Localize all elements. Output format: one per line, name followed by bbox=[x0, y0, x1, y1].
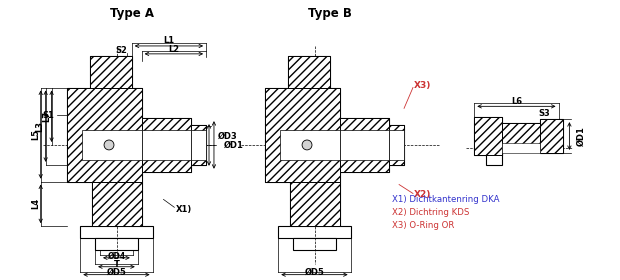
Bar bbox=[265, 88, 340, 182]
Bar bbox=[191, 125, 206, 165]
Text: L6: L6 bbox=[511, 97, 522, 106]
Text: L5: L5 bbox=[31, 129, 40, 140]
Bar bbox=[142, 118, 191, 172]
Text: L2: L2 bbox=[168, 45, 179, 54]
Text: S3: S3 bbox=[539, 109, 551, 118]
Bar bbox=[539, 119, 564, 153]
Bar bbox=[288, 56, 330, 88]
Text: X2): X2) bbox=[414, 190, 432, 199]
Text: L4: L4 bbox=[31, 198, 40, 209]
Circle shape bbox=[104, 140, 114, 150]
Bar bbox=[474, 117, 502, 155]
Bar bbox=[288, 56, 330, 88]
Text: S2: S2 bbox=[115, 46, 127, 55]
Text: T: T bbox=[113, 260, 120, 269]
Text: X2) Dichtring KDS: X2) Dichtring KDS bbox=[392, 208, 469, 217]
Bar bbox=[474, 117, 502, 155]
Text: L7: L7 bbox=[42, 111, 51, 122]
Bar bbox=[389, 125, 404, 165]
Text: ØD5: ØD5 bbox=[107, 268, 126, 277]
Text: Type A: Type A bbox=[110, 7, 154, 20]
Text: X1): X1) bbox=[176, 205, 193, 214]
Text: X1) Dichtkantenring DKA: X1) Dichtkantenring DKA bbox=[392, 195, 500, 204]
Bar bbox=[502, 143, 539, 153]
Bar bbox=[191, 125, 206, 165]
Text: L1: L1 bbox=[163, 36, 174, 45]
Bar bbox=[191, 130, 206, 160]
Text: ØD5: ØD5 bbox=[304, 268, 324, 277]
Text: X3) O-Ring OR: X3) O-Ring OR bbox=[392, 221, 454, 230]
Bar bbox=[290, 182, 340, 226]
Bar bbox=[340, 130, 389, 160]
Text: ØD1: ØD1 bbox=[224, 141, 244, 150]
Bar bbox=[142, 118, 191, 172]
Text: X3): X3) bbox=[414, 81, 432, 90]
Bar bbox=[290, 182, 340, 226]
Bar bbox=[82, 130, 142, 160]
Bar bbox=[95, 238, 138, 250]
Text: Type B: Type B bbox=[308, 7, 352, 20]
Text: S1: S1 bbox=[43, 111, 55, 120]
Bar bbox=[90, 56, 132, 88]
Text: ØD1: ØD1 bbox=[577, 126, 586, 146]
Bar bbox=[90, 56, 132, 88]
Bar bbox=[265, 88, 340, 182]
Text: L3: L3 bbox=[35, 121, 44, 132]
Bar bbox=[280, 130, 340, 160]
Bar bbox=[486, 153, 502, 165]
Circle shape bbox=[302, 140, 312, 150]
Bar bbox=[81, 226, 153, 238]
Bar bbox=[340, 118, 389, 172]
Text: ØD3: ØD3 bbox=[218, 132, 237, 141]
Bar bbox=[278, 226, 350, 238]
Text: ØD4: ØD4 bbox=[107, 251, 125, 260]
Bar bbox=[142, 130, 191, 160]
Bar bbox=[92, 182, 142, 226]
Bar bbox=[92, 182, 142, 226]
Bar bbox=[68, 88, 142, 182]
Bar bbox=[293, 238, 336, 250]
Bar bbox=[502, 123, 539, 149]
Bar bbox=[340, 118, 389, 172]
Bar bbox=[389, 125, 404, 165]
Bar bbox=[68, 88, 142, 182]
Bar bbox=[389, 130, 404, 160]
Bar bbox=[539, 119, 564, 153]
Bar bbox=[502, 123, 539, 149]
